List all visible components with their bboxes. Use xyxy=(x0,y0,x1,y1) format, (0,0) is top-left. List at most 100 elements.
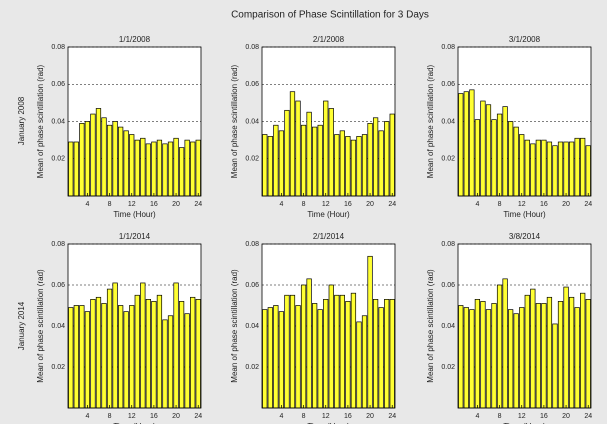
bar xyxy=(284,294,290,409)
bar xyxy=(480,301,486,409)
bar xyxy=(378,307,384,409)
bar xyxy=(306,111,312,197)
bar xyxy=(167,315,174,409)
bar xyxy=(463,91,469,197)
bar xyxy=(372,299,379,409)
bar xyxy=(356,321,362,409)
bar xyxy=(295,305,301,409)
bar xyxy=(519,307,525,409)
bar xyxy=(156,294,163,409)
bar xyxy=(156,139,163,197)
y-tick-label: 0.04 xyxy=(51,118,65,125)
bar xyxy=(535,139,541,197)
x-axis-label: Time (Hour) xyxy=(503,422,546,424)
bar xyxy=(267,136,273,197)
y-tick-label: 0.06 xyxy=(51,81,65,88)
plot-frame xyxy=(457,46,592,197)
y-axis-label: Mean of phase scintillation (rad) xyxy=(36,269,45,383)
bar xyxy=(496,113,503,197)
y-tick-label: 0.08 xyxy=(245,44,259,51)
bar xyxy=(541,139,547,197)
y-tick-label: 0.02 xyxy=(51,156,65,163)
plot-area xyxy=(458,47,591,196)
x-tick-label: 24 xyxy=(388,413,396,420)
bar xyxy=(306,278,312,409)
bar xyxy=(101,303,107,409)
x-axis-label: Time (Hour) xyxy=(113,422,156,424)
bar xyxy=(134,139,140,197)
bar xyxy=(312,303,318,409)
panel-title: 3/8/2014 xyxy=(509,232,541,241)
bar xyxy=(145,143,151,197)
y-tick-label: 0.06 xyxy=(245,81,259,88)
bar xyxy=(123,311,129,409)
bar xyxy=(508,121,514,197)
bar xyxy=(474,299,481,409)
x-tick-label: 12 xyxy=(322,413,330,420)
bar xyxy=(112,121,118,197)
x-tick-label: 16 xyxy=(150,413,158,420)
bar xyxy=(300,124,307,197)
bar xyxy=(469,309,475,409)
bar xyxy=(101,117,107,197)
bar xyxy=(585,299,591,409)
x-tick-label: 8 xyxy=(108,201,112,208)
bar xyxy=(563,286,569,409)
bar xyxy=(524,294,530,409)
x-tick-label: 4 xyxy=(475,201,479,208)
bar xyxy=(323,100,329,197)
bar xyxy=(546,141,553,197)
x-tick-label: 8 xyxy=(302,201,306,208)
y-axis-label: Mean of phase scintillation (rad) xyxy=(426,64,435,178)
bar xyxy=(106,124,113,197)
bar xyxy=(129,305,135,409)
plot-area xyxy=(262,244,395,408)
bar xyxy=(84,121,91,197)
bar xyxy=(339,294,345,409)
bar xyxy=(491,303,497,409)
bar xyxy=(513,126,519,197)
bar xyxy=(289,91,296,197)
bar xyxy=(118,126,124,197)
bar xyxy=(384,299,390,409)
x-tick-label: 16 xyxy=(540,413,548,420)
bar xyxy=(328,284,334,409)
bar xyxy=(513,313,519,409)
y-tick-label: 0.06 xyxy=(51,282,65,289)
bar xyxy=(90,113,96,197)
x-axis-label: Time (Hour) xyxy=(307,422,350,424)
bar xyxy=(372,117,379,197)
bar xyxy=(557,141,564,197)
bar xyxy=(389,299,395,409)
x-tick-label: 24 xyxy=(194,413,202,420)
y-tick-label: 0.02 xyxy=(245,364,259,371)
bar xyxy=(167,141,174,197)
bar xyxy=(273,124,279,197)
bar xyxy=(502,278,508,409)
bar xyxy=(106,288,113,409)
x-axis-label: Time (Hour) xyxy=(503,210,546,219)
bar xyxy=(118,305,124,409)
bar xyxy=(491,119,497,197)
bar xyxy=(463,307,469,409)
bar xyxy=(140,137,146,197)
bar xyxy=(173,282,179,409)
bar xyxy=(312,126,318,197)
plot-frame xyxy=(261,243,396,409)
bar xyxy=(585,145,591,197)
x-tick-label: 24 xyxy=(388,201,396,208)
plot-area xyxy=(458,244,591,408)
x-axis-label: Time (Hour) xyxy=(307,210,350,219)
plot-area xyxy=(68,244,201,408)
bar xyxy=(574,137,580,197)
bar xyxy=(574,307,580,409)
bar xyxy=(134,294,140,409)
bar xyxy=(68,141,74,197)
y-axis-label: Mean of phase scintillation (rad) xyxy=(36,64,45,178)
row-label: January 2014 xyxy=(17,301,26,350)
y-tick-label: 0.06 xyxy=(441,81,455,88)
bar xyxy=(162,319,168,409)
y-tick-label: 0.08 xyxy=(51,44,65,51)
x-tick-label: 12 xyxy=(518,201,526,208)
